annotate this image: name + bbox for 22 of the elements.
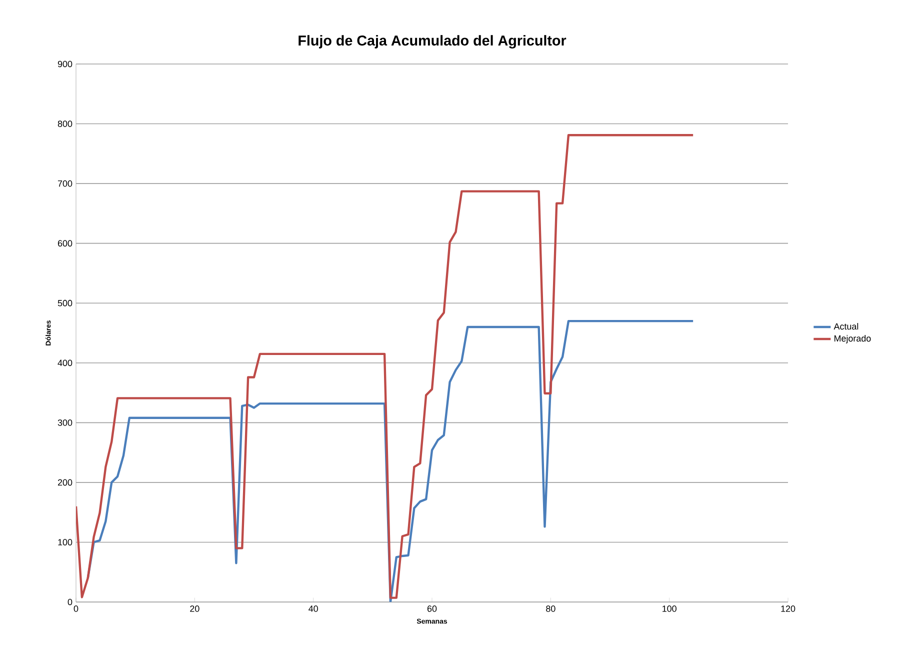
y-tick-label: 400 (58, 360, 72, 366)
line-series (86, 320, 694, 602)
chart-title: Flujo de Caja Acumulado del Agricultor (298, 35, 566, 49)
y-tick-label: 0 (68, 598, 72, 606)
legend-label: Actual (834, 323, 858, 330)
x-tick-label: 20 (190, 606, 200, 612)
y-tick-label: 800 (58, 120, 72, 127)
y-tick-label: 100 (58, 539, 72, 546)
y-tick-label: 600 (58, 240, 72, 247)
x-tick-label: 120 (781, 606, 796, 612)
x-tick-label: 80 (546, 606, 556, 612)
x-tick-label: 60 (427, 606, 437, 612)
y-tick-label: 700 (58, 180, 72, 187)
y-tick-label: 200 (58, 479, 72, 486)
y-tick-label: 900 (58, 60, 72, 68)
legend-label: Mejorado (834, 334, 871, 344)
y-tick-label: 300 (58, 419, 72, 426)
x-tick-label: 40 (308, 606, 318, 612)
y-tick-label: 500 (58, 300, 72, 306)
line-series (76, 134, 694, 599)
x-tick-label: 0 (74, 606, 78, 612)
x-tick-label: 100 (662, 606, 676, 612)
